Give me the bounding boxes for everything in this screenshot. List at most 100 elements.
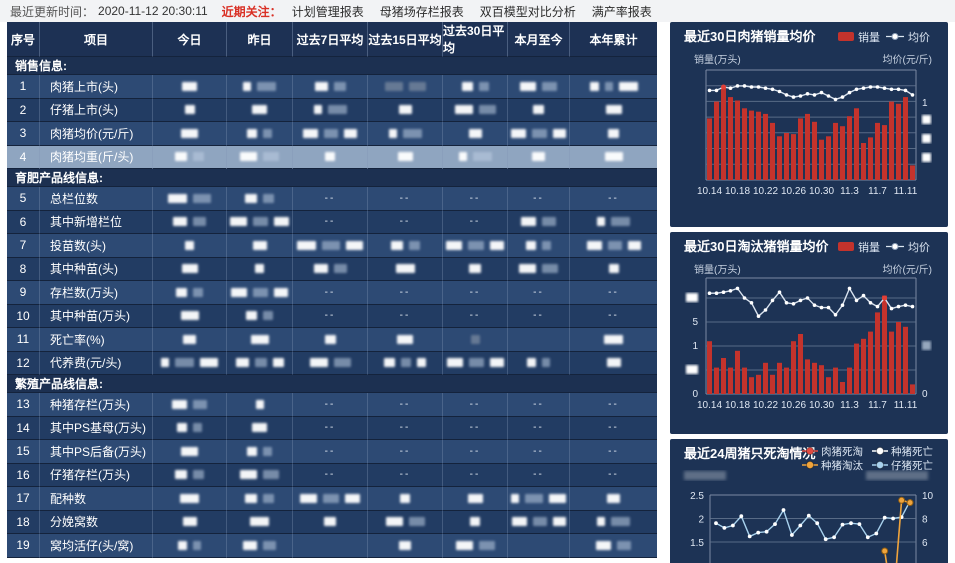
value-cell <box>293 510 368 534</box>
no-data-dash: -- <box>469 422 481 434</box>
no-data-dash: -- <box>399 398 411 410</box>
redacted-value <box>489 240 504 250</box>
redacted-value <box>231 287 247 297</box>
table-row-3[interactable]: 3 肉猪均价(元/斤) <box>7 122 657 146</box>
no-data-dash: -- <box>608 398 619 410</box>
no-data-dash: -- <box>533 469 544 481</box>
redacted-value <box>240 152 257 162</box>
value-cell <box>368 145 443 169</box>
no-data-dash: -- <box>399 310 411 322</box>
table-row-17[interactable]: 17 配种数 <box>7 487 657 511</box>
row-index: 1 <box>7 75 40 99</box>
section-header-row: 销售信息: <box>7 57 657 75</box>
line-series-price <box>709 85 913 101</box>
table-row-2[interactable]: 2 仔猪上市(头) <box>7 98 657 122</box>
table-row-7[interactable]: 7 投苗数(头) <box>7 234 657 258</box>
redacted-value <box>200 358 218 368</box>
redacted-value <box>384 81 403 91</box>
column-header: 昨日 <box>227 22 293 57</box>
no-data-dash: -- <box>469 310 481 322</box>
value-cell <box>153 416 227 440</box>
value-cell <box>153 234 227 258</box>
redacted-value <box>397 152 413 162</box>
chart-legend[interactable]: 销量 均价 <box>838 240 930 254</box>
no-data-dash: -- <box>608 422 619 434</box>
value-cell: -- <box>443 281 508 305</box>
value-cell <box>368 122 443 146</box>
value-cell: -- <box>368 210 443 234</box>
redacted-value <box>274 217 289 227</box>
redacted-value <box>263 470 279 480</box>
row-index: 10 <box>7 304 40 328</box>
value-cell <box>443 534 508 558</box>
table-row-5[interactable]: 5 总栏位数 -- -- -- -- -- <box>7 187 657 211</box>
menu-item-3[interactable]: 双百模型对比分析 <box>479 4 576 19</box>
table-row-4[interactable]: 4 肉猪均重(斤/头) <box>7 145 657 169</box>
table-row-1[interactable]: 1 肉猪上市(头) <box>7 75 657 99</box>
legend-dot-price <box>891 33 899 40</box>
table-row-8[interactable]: 8 其中种苗(头) <box>7 257 657 281</box>
redacted-value <box>255 399 264 409</box>
value-cell <box>227 281 293 305</box>
value-cell <box>227 210 293 234</box>
redacted-value <box>182 81 197 91</box>
x-axis-tick: 10.18 <box>725 186 750 197</box>
value-cell: -- <box>368 304 443 328</box>
redacted-value <box>400 493 410 503</box>
value-cell <box>153 210 227 234</box>
table-row-13[interactable]: 13 种猪存栏(万头) -- -- -- -- -- <box>7 393 657 417</box>
value-cell <box>293 98 368 122</box>
value-cell: -- <box>443 393 508 417</box>
value-cell <box>293 75 368 99</box>
redacted-value <box>243 540 257 550</box>
table-row-16[interactable]: 16 仔猪存栏(万头) -- -- -- -- -- <box>7 463 657 487</box>
table-row-15[interactable]: 15 其中PS后备(万头) -- -- -- -- -- <box>7 440 657 464</box>
value-cell: -- <box>293 440 368 464</box>
value-cell <box>368 487 443 511</box>
table-row-18[interactable]: 18 分娩窝数 <box>7 510 657 534</box>
table-row-6[interactable]: 6 其中新增栏位 -- -- -- <box>7 210 657 234</box>
value-cell <box>227 122 293 146</box>
redacted-value <box>183 334 196 344</box>
redacted-value <box>253 287 268 297</box>
redacted-value <box>542 264 558 274</box>
no-data-dash: -- <box>608 469 619 481</box>
no-data-dash: -- <box>469 398 481 410</box>
table-row-11[interactable]: 11 死亡率(%) <box>7 328 657 352</box>
redacted-value <box>323 493 339 503</box>
no-data-dash: -- <box>533 422 544 434</box>
row-label: 投苗数(头) <box>40 234 153 258</box>
legend-label-sales: 销量 <box>858 240 880 254</box>
no-data-dash: -- <box>324 192 336 204</box>
row-label: 仔猪上市(头) <box>40 98 153 122</box>
redacted-value <box>597 217 605 227</box>
value-cell <box>227 510 293 534</box>
table-row-10[interactable]: 10 其中种苗(万头) -- -- -- -- -- <box>7 304 657 328</box>
x-axis-tick: 10.26 <box>781 400 806 411</box>
table-row-14[interactable]: 14 其中PS基母(万头) -- -- -- -- -- <box>7 416 657 440</box>
value-cell <box>293 234 368 258</box>
redacted-value <box>245 493 257 503</box>
row-index: 4 <box>7 145 40 169</box>
menu-item-2[interactable]: 母猪场存栏报表 <box>379 4 464 19</box>
redacted-value <box>511 493 519 503</box>
redacted-value <box>184 105 195 115</box>
table-header-row: 序号 项目 今日 昨日 过去7日平均 过去15日平均 过去30日平均 本月至今 本年累计 <box>7 22 657 57</box>
table-row-19[interactable]: 19 窝均活仔(头/窝) <box>7 534 657 558</box>
menu-item-1[interactable]: 计划管理报表 <box>291 4 364 19</box>
column-header: 过去15日平均 <box>368 22 443 57</box>
table-row-12[interactable]: 12 代养费(元/头) <box>7 351 657 375</box>
value-cell <box>443 351 508 375</box>
value-cell <box>153 440 227 464</box>
redacted-value <box>193 193 211 203</box>
value-cell: -- <box>293 210 368 234</box>
no-data-dash: -- <box>469 192 481 204</box>
menu-item-4[interactable]: 满产率报表 <box>591 4 652 19</box>
chart-legend[interactable]: 销量 均价 <box>838 30 930 44</box>
table-row-9[interactable]: 9 存栏数(万头) -- -- -- -- -- <box>7 281 657 305</box>
row-index: 7 <box>7 234 40 258</box>
redacted-value <box>533 105 544 115</box>
redacted-value <box>390 240 403 250</box>
redacted-value <box>527 358 536 368</box>
